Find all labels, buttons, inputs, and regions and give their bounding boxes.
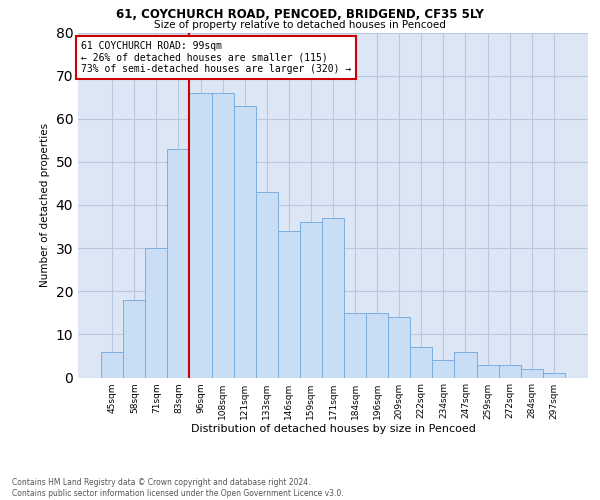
Bar (145, 248, 167, 378)
Bar (344, 313, 366, 378)
Bar (322, 218, 344, 378)
Bar (499, 364, 521, 378)
Bar (123, 300, 145, 378)
Bar (410, 348, 433, 378)
Bar (543, 373, 565, 378)
Text: 61, COYCHURCH ROAD, PENCOED, BRIDGEND, CF35 5LY: 61, COYCHURCH ROAD, PENCOED, BRIDGEND, C… (116, 8, 484, 20)
Bar (388, 317, 410, 378)
Text: Size of property relative to detached houses in Pencoed: Size of property relative to detached ho… (154, 20, 446, 30)
Bar (300, 222, 322, 378)
Bar (521, 369, 543, 378)
X-axis label: Distribution of detached houses by size in Pencoed: Distribution of detached houses by size … (191, 424, 475, 434)
Bar (233, 106, 256, 378)
Bar (101, 352, 123, 378)
Bar (476, 364, 499, 378)
Text: Contains HM Land Registry data © Crown copyright and database right 2024.
Contai: Contains HM Land Registry data © Crown c… (12, 478, 344, 498)
Bar (433, 360, 454, 378)
Bar (366, 313, 388, 378)
Bar (454, 352, 476, 378)
Y-axis label: Number of detached properties: Number of detached properties (40, 123, 50, 287)
Bar (167, 149, 190, 378)
Bar (212, 93, 233, 378)
Bar (190, 93, 212, 378)
Bar (278, 231, 300, 378)
Bar (256, 192, 278, 378)
Text: 61 COYCHURCH ROAD: 99sqm
← 26% of detached houses are smaller (115)
73% of semi-: 61 COYCHURCH ROAD: 99sqm ← 26% of detach… (80, 41, 351, 74)
